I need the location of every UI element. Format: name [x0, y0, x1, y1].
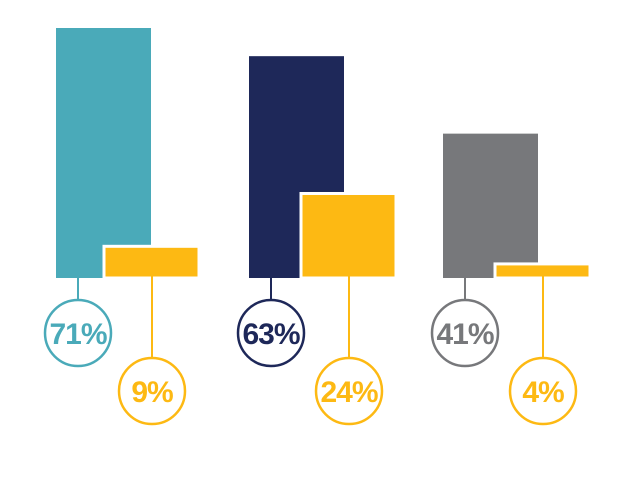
label-circle-secondary-2 — [508, 356, 578, 426]
label-circle-secondary-0 — [117, 356, 187, 426]
bar-primary-0 — [56, 28, 151, 278]
data-label-secondary-1: 24% — [320, 376, 377, 409]
label-circle-primary-0 — [43, 298, 113, 368]
label-circle-secondary-1 — [314, 356, 384, 426]
label-circle-primary-1 — [236, 298, 306, 368]
data-label-primary-2: 41% — [436, 318, 493, 351]
label-circle-primary-2 — [430, 298, 500, 368]
data-label-secondary-0: 9% — [131, 376, 173, 409]
data-label-primary-1: 63% — [242, 318, 299, 351]
bar-primary-2 — [443, 133, 538, 278]
data-label-primary-0: 71% — [49, 318, 106, 351]
data-label-secondary-2: 4% — [522, 376, 564, 409]
